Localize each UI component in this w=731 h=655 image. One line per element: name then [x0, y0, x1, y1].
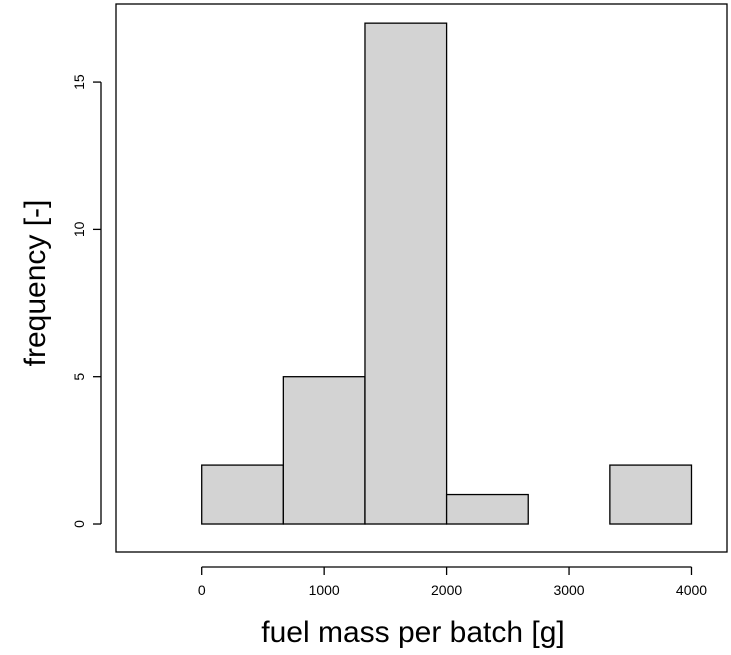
histogram-bar-5 — [609, 464, 693, 525]
histogram-bar-1 — [282, 376, 366, 525]
x-tick-label-0: 0 — [198, 582, 206, 598]
y-tick-label-0: 0 — [71, 520, 87, 528]
x-tick-label-1: 1000 — [309, 582, 340, 598]
histogram-bar-2 — [364, 22, 448, 525]
x-tick-label-2: 2000 — [431, 582, 462, 598]
bars-group — [201, 22, 693, 525]
y-tick-label-1: 5 — [71, 373, 87, 381]
x-axis: 0 1000 2000 3000 4000 — [198, 566, 707, 598]
x-tick-label-3: 3000 — [553, 582, 584, 598]
histogram-bar-0 — [201, 464, 284, 525]
y-tick-label-2: 10 — [71, 221, 87, 237]
y-axis: 0 5 10 15 — [71, 74, 102, 528]
histogram-bar-3 — [445, 493, 529, 525]
x-tick-label-4: 4000 — [676, 582, 707, 598]
plot-box — [115, 3, 728, 553]
y-tick-label-3: 15 — [71, 74, 87, 90]
x-axis-title: fuel mass per batch [g] — [261, 616, 565, 649]
y-axis-title: frequency [-] — [19, 200, 52, 367]
